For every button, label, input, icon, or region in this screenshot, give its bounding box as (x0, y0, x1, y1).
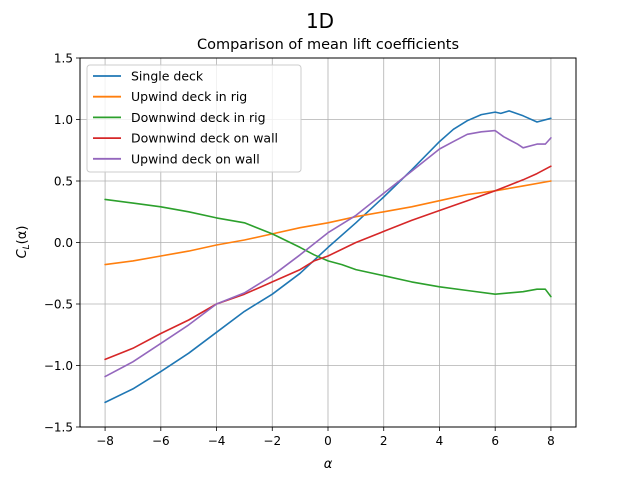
series-line-2 (104, 198, 552, 298)
x-tick-label: 6 (491, 434, 499, 448)
axis-ticks: −8 −6 −4 −2 0 2 4 6 8 −1.5 −1.0 −0.5 0.0 0.5 1.0 1.5 (44, 52, 555, 449)
y-tick-label: −1.5 (44, 421, 73, 435)
y-axis-label-subscript: L (22, 244, 32, 249)
y-axis-label-tail: (α) (15, 226, 30, 245)
x-tick-label: −2 (263, 434, 281, 448)
grid (80, 57, 576, 428)
legend-label: Downwind deck in rig (131, 110, 266, 125)
legend-label: Upwind deck on wall (131, 151, 260, 166)
legend-label: Single deck (131, 69, 204, 84)
legend-entries: Single deck Upwind deck in rig Downwind de… (93, 69, 278, 166)
series-line-0 (104, 110, 552, 404)
x-tick-label: 0 (324, 434, 332, 448)
y-tick-label: 0.5 (54, 175, 73, 189)
series-line-4 (104, 129, 552, 378)
x-tick-label: −4 (208, 434, 226, 448)
legend-label: Downwind deck on wall (131, 131, 278, 146)
legend-label: Upwind deck in rig (131, 89, 247, 104)
y-tick-label: 0.0 (54, 236, 73, 250)
x-tick-label: −6 (152, 434, 170, 448)
x-tick-label: 2 (380, 434, 388, 448)
y-tick-label: −0.5 (44, 298, 73, 312)
series-line-3 (104, 165, 552, 361)
x-tick-label: 4 (436, 434, 444, 448)
y-tick-label: −1.0 (44, 359, 73, 373)
y-axis-label: CL(α) (15, 226, 32, 259)
legend: Single deck Upwind deck in rig Downwind de… (86, 64, 302, 173)
y-axis-label-main: C (15, 248, 30, 258)
series-lines (104, 110, 552, 404)
legend-box (86, 64, 302, 173)
y-tick-label: 1.0 (54, 113, 73, 127)
x-axis-label: α (324, 457, 333, 472)
y-tick-label: 1.5 (54, 52, 73, 66)
x-tick-label: 8 (547, 434, 555, 448)
series-line-1 (104, 180, 552, 266)
chart-title: Comparison of mean lift coefficients (197, 37, 459, 53)
x-tick-label: −8 (96, 434, 114, 448)
figure-suptitle: 1D (306, 9, 334, 33)
